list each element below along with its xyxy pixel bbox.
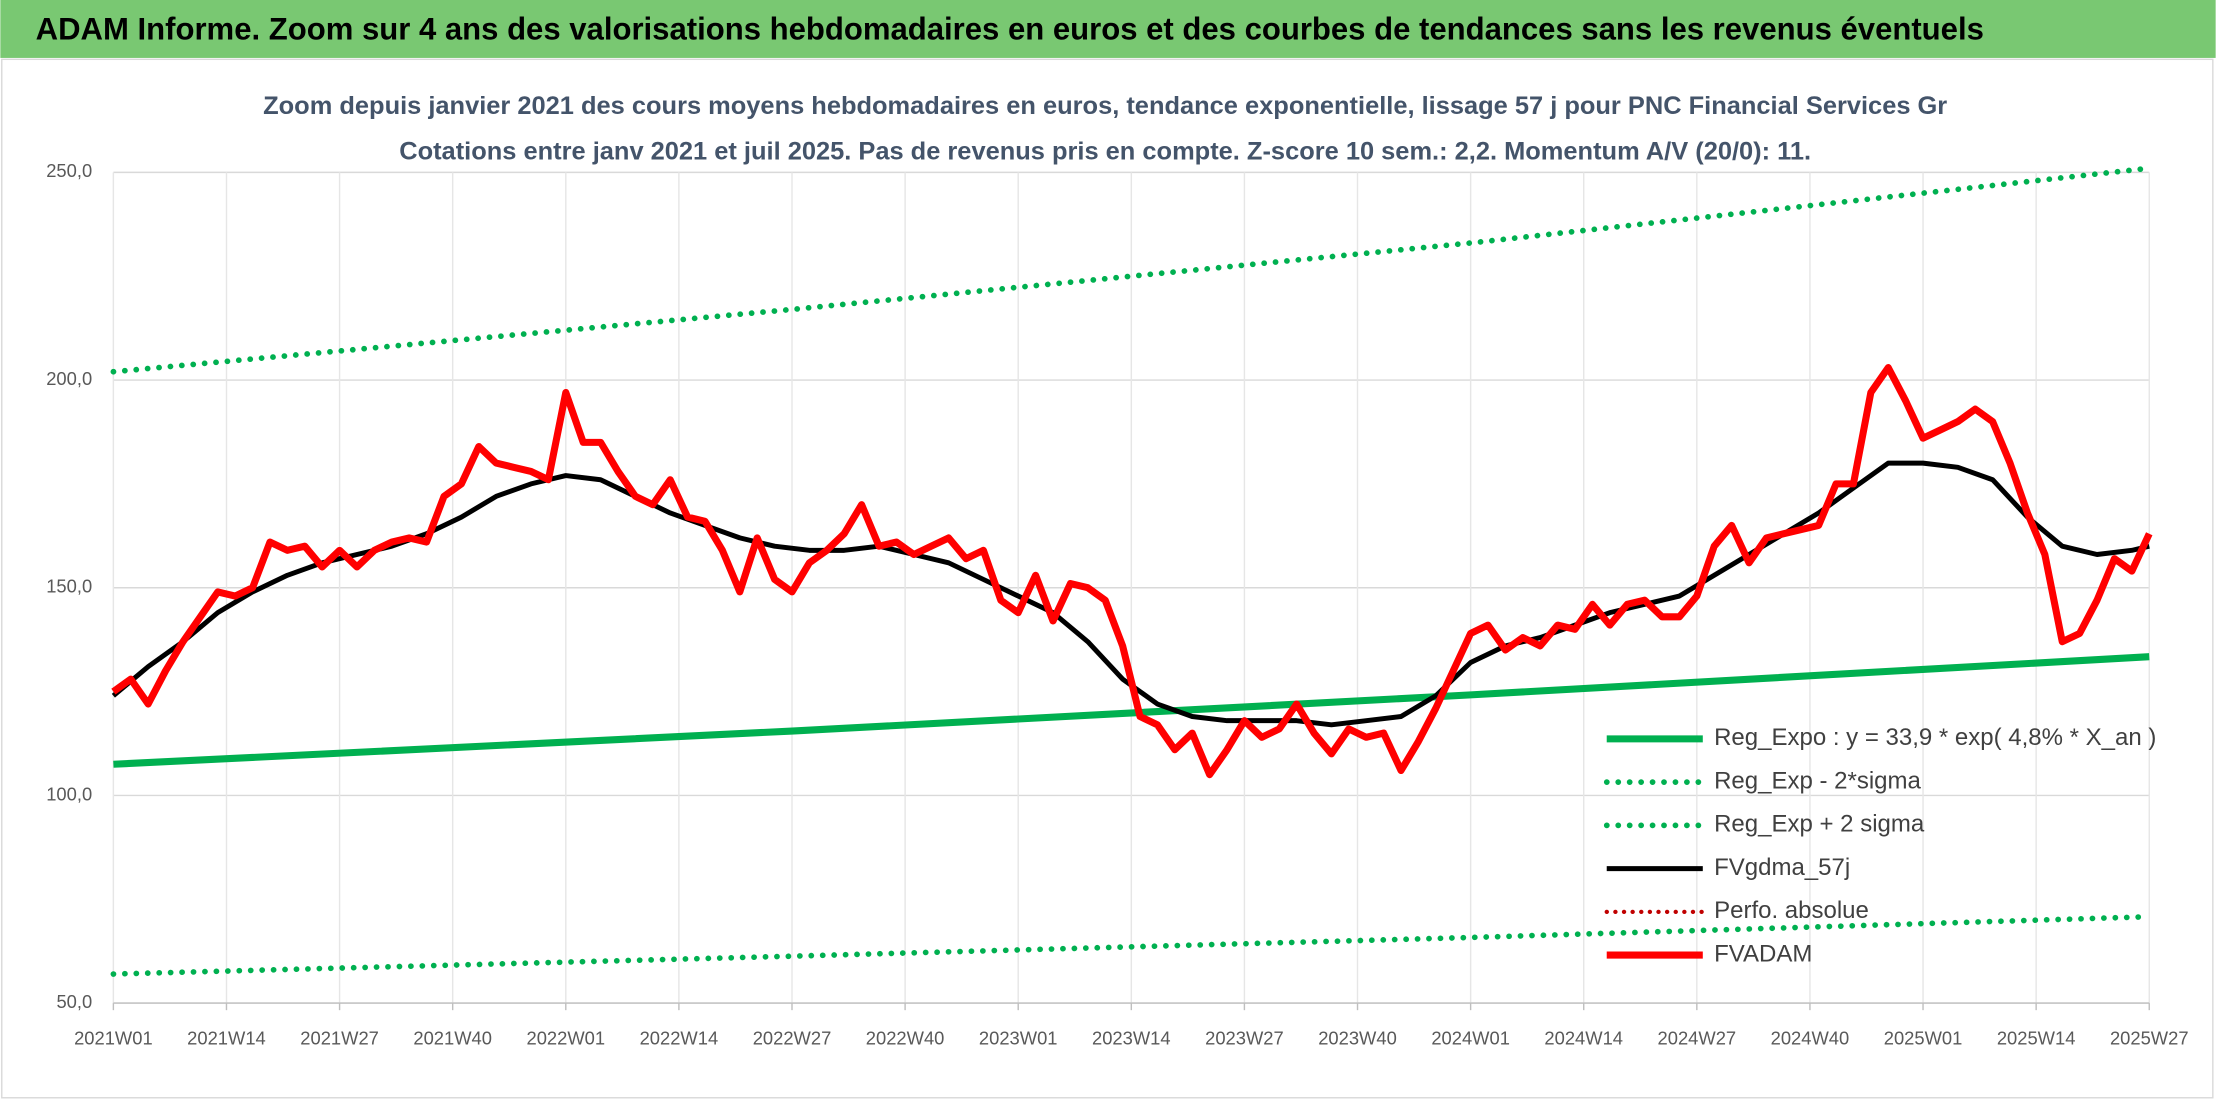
x-tick-label: 2023W01	[979, 1028, 1058, 1049]
x-tick-label: 2021W40	[413, 1028, 492, 1049]
x-tick-label: 2022W14	[640, 1028, 719, 1049]
banner	[0, 0, 2216, 58]
series-line	[110, 913, 2153, 977]
grid: 50,0 100,0 150,0 200,0 250,0 2021W01 2021W14 20…	[46, 160, 2188, 1048]
x-tick-label: 2021W27	[300, 1028, 379, 1049]
series-line	[113, 653, 2150, 768]
series-line	[111, 364, 2153, 779]
x-tick-label: 2022W01	[526, 1028, 605, 1049]
legend: Reg_Expo : y = 33,9 * exp( 4,8% * X_an )…	[1603, 724, 2156, 967]
x-tick-label: 2024W40	[1771, 1028, 1850, 1049]
legend-label: FVADAM	[1714, 940, 1812, 967]
x-tick-label: 2025W14	[1997, 1028, 2076, 1049]
chart-border	[1, 58, 2214, 1099]
y-tick-label: 150,0	[46, 576, 92, 597]
legend-label: Reg_Expo : y = 33,9 * exp( 4,8% * X_an )	[1714, 724, 2156, 751]
legend-label: FVgdma_57j	[1714, 854, 1850, 881]
series-line	[110, 165, 2153, 375]
x-tick-label: 2024W27	[1658, 1028, 1737, 1049]
x-tick-label: 2023W40	[1318, 1028, 1397, 1049]
y-tick-label: 50,0	[56, 991, 92, 1012]
y-tick-label: 200,0	[46, 368, 92, 389]
legend-label: Reg_Exp - 2*sigma	[1714, 767, 1921, 794]
y-tick-label: 100,0	[46, 783, 92, 804]
chart-subtitle: Cotations entre janv 2021 et juil 2025. …	[399, 137, 1811, 165]
x-tick-label: 2022W40	[866, 1028, 945, 1049]
page-title: ADAM Informe. Zoom sur 4 ans des valoris…	[36, 11, 1984, 46]
x-tick-label: 2022W27	[753, 1028, 832, 1049]
chart-title: Zoom depuis janvier 2021 des cours moyen…	[263, 92, 1947, 120]
x-tick-label: 2023W27	[1205, 1028, 1284, 1049]
x-tick-label: 2024W01	[1431, 1028, 1510, 1049]
x-tick-label: 2024W14	[1544, 1028, 1623, 1049]
x-tick-label: 2021W01	[74, 1028, 153, 1049]
legend-label: Reg_Exp + 2 sigma	[1714, 811, 1925, 838]
legend-label: Perfo. absolue	[1714, 897, 1869, 924]
y-tick-label: 250,0	[46, 160, 92, 181]
x-tick-label: 2023W14	[1092, 1028, 1171, 1049]
x-tick-label: 2021W14	[187, 1028, 266, 1049]
x-tick-label: 2025W27	[2110, 1028, 2189, 1049]
plot	[110, 165, 2153, 977]
x-tick-label: 2025W01	[1884, 1028, 1963, 1049]
